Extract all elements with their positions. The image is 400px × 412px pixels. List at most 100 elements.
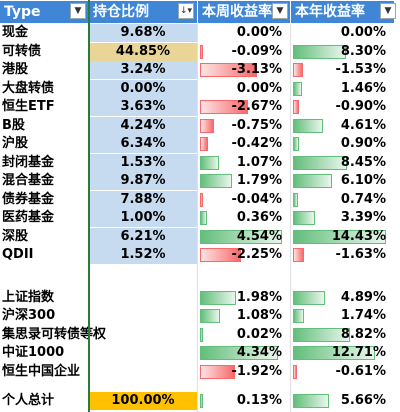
yearly-return-value: 5.66% bbox=[340, 393, 386, 408]
weekly-return-cell[interactable]: 1.98% bbox=[200, 289, 286, 307]
allocation-cell[interactable]: 100.00% bbox=[89, 392, 197, 410]
yearly-return-databar bbox=[293, 394, 330, 408]
weekly-return-cell[interactable]: 1.08% bbox=[200, 307, 286, 325]
weekly-return-cell[interactable]: 1.79% bbox=[200, 172, 286, 190]
table-row: 集思录可转债等权 0.02% 8.82% bbox=[0, 326, 400, 344]
table-row: 医药基金 1.00% 0.36% 3.39% bbox=[0, 209, 400, 227]
type-cell[interactable]: 沪股 bbox=[2, 136, 29, 151]
yearly-return-cell[interactable]: -0.90% bbox=[293, 98, 390, 116]
yearly-return-cell[interactable]: 8.82% bbox=[293, 326, 390, 344]
header-weekly-return[interactable]: 本周收益率 bbox=[198, 1, 290, 23]
weekly-return-cell[interactable]: 0.36% bbox=[200, 209, 286, 227]
type-cell[interactable]: 深股 bbox=[2, 228, 29, 244]
weekly-return-cell[interactable]: 1.07% bbox=[200, 154, 286, 172]
weekly-return-cell[interactable]: 4.34% bbox=[200, 344, 286, 362]
table-row: 上证指数 1.98% 4.89% bbox=[0, 289, 400, 307]
type-cell[interactable]: 集思录可转债等权 bbox=[2, 326, 107, 342]
header-allocation[interactable]: 持仓比例 bbox=[89, 1, 197, 23]
yearly-return-cell[interactable]: -1.63% bbox=[293, 246, 390, 264]
type-cell[interactable]: 现金 bbox=[2, 25, 29, 40]
type-cell[interactable]: 中证1000 bbox=[2, 345, 65, 360]
allocation-cell[interactable]: 44.85% bbox=[89, 42, 197, 61]
type-cell[interactable]: 大盘转债 bbox=[2, 80, 55, 96]
type-cell[interactable]: 医药基金 bbox=[2, 210, 55, 225]
allocation-cell[interactable]: 3.24% bbox=[89, 61, 197, 79]
weekly-return-cell[interactable]: -0.04% bbox=[200, 191, 286, 209]
weekly-return-cell[interactable]: -0.09% bbox=[200, 43, 286, 61]
yearly-return-cell[interactable]: 0.90% bbox=[293, 135, 390, 153]
yearly-return-cell[interactable]: -0.61% bbox=[293, 363, 390, 381]
weekly-return-cell[interactable]: 0.00% bbox=[200, 24, 286, 42]
allocation-cell[interactable]: 9.68% bbox=[89, 24, 197, 42]
yearly-return-databar bbox=[293, 44, 347, 59]
sort-desc-icon[interactable]: ↓▾ bbox=[178, 3, 194, 19]
yearly-return-value: 6.10% bbox=[340, 173, 386, 188]
type-cell[interactable]: 混合基金 bbox=[2, 173, 55, 188]
yearly-return-cell[interactable]: 4.61% bbox=[293, 117, 390, 135]
allocation-cell[interactable]: 6.21% bbox=[89, 227, 197, 246]
yearly-return-cell[interactable]: 6.10% bbox=[293, 172, 390, 190]
yearly-return-cell[interactable]: 0.00% bbox=[293, 24, 390, 42]
weekly-return-cell[interactable]: 0.13% bbox=[200, 392, 286, 410]
type-cell[interactable]: QDII bbox=[2, 247, 34, 262]
type-cell[interactable]: 个人总计 bbox=[2, 393, 55, 408]
type-cell[interactable]: 债券基金 bbox=[2, 191, 55, 207]
table-row: 恒生ETF 3.63% -2.67% -0.90% bbox=[0, 98, 400, 116]
filter-dropdown-icon[interactable]: ▼ bbox=[272, 3, 288, 19]
weekly-return-cell[interactable]: 0.00% bbox=[200, 80, 286, 98]
yearly-return-cell[interactable]: 1.74% bbox=[293, 307, 390, 325]
weekly-return-value: -2.67% bbox=[231, 99, 283, 114]
yearly-return-cell[interactable]: 8.45% bbox=[293, 154, 390, 172]
yearly-return-cell[interactable]: 5.66% bbox=[293, 392, 390, 410]
allocation-cell[interactable]: 1.52% bbox=[89, 246, 197, 264]
yearly-return-value: 8.30% bbox=[340, 43, 386, 59]
type-cell[interactable]: 可转债 bbox=[2, 43, 42, 59]
type-cell[interactable]: 沪深300 bbox=[2, 308, 56, 323]
type-cell[interactable]: 封闭基金 bbox=[2, 154, 55, 170]
weekly-return-cell[interactable]: -2.25% bbox=[200, 246, 286, 264]
weekly-return-value: 4.34% bbox=[236, 345, 282, 360]
allocation-cell[interactable]: 1.00% bbox=[89, 209, 197, 227]
table-row: 混合基金 9.87% 1.79% 6.10% bbox=[0, 172, 400, 190]
filter-dropdown-icon[interactable]: ▼ bbox=[380, 3, 396, 19]
weekly-return-cell[interactable]: 4.54% bbox=[200, 228, 286, 246]
header-type[interactable]: Type bbox=[0, 1, 88, 23]
table-row: 个人总计 100.00% 0.13% 5.66% bbox=[0, 392, 400, 410]
type-cell[interactable]: B股 bbox=[2, 117, 25, 133]
allocation-cell[interactable]: 6.34% bbox=[89, 135, 197, 153]
yearly-return-cell[interactable]: 12.71% bbox=[293, 344, 390, 362]
weekly-return-cell[interactable]: -0.42% bbox=[200, 135, 286, 153]
yearly-return-cell[interactable]: 8.30% bbox=[293, 43, 390, 61]
table-row: 沪深300 1.08% 1.74% bbox=[0, 307, 400, 325]
weekly-return-cell[interactable]: 0.02% bbox=[200, 326, 286, 344]
weekly-return-cell[interactable]: -1.92% bbox=[200, 363, 286, 381]
allocation-cell[interactable]: 9.87% bbox=[89, 172, 197, 190]
yearly-return-cell[interactable]: -1.53% bbox=[293, 61, 390, 79]
weekly-return-databar bbox=[200, 174, 233, 188]
yearly-return-value: 8.45% bbox=[340, 154, 386, 170]
type-cell[interactable]: 上证指数 bbox=[2, 289, 55, 305]
allocation-cell[interactable]: 7.88% bbox=[89, 190, 197, 209]
weekly-return-cell[interactable]: -2.67% bbox=[200, 98, 286, 116]
type-cell[interactable]: 恒生ETF bbox=[2, 99, 55, 114]
allocation-cell[interactable]: 1.53% bbox=[89, 153, 197, 172]
yearly-return-cell[interactable]: 0.74% bbox=[293, 191, 390, 209]
yearly-return-cell[interactable]: 1.46% bbox=[293, 80, 390, 98]
yearly-return-cell[interactable]: 3.39% bbox=[293, 209, 390, 227]
filter-dropdown-icon[interactable]: ▼ bbox=[70, 3, 86, 19]
weekly-return-cell[interactable]: -0.75% bbox=[200, 117, 286, 135]
header-yearly-return[interactable]: 本年收益率 bbox=[291, 1, 394, 23]
allocation-cell[interactable]: 3.63% bbox=[89, 98, 197, 116]
yearly-return-databar bbox=[293, 309, 305, 323]
allocation-cell[interactable]: 0.00% bbox=[89, 79, 197, 98]
weekly-return-cell[interactable]: -3.13% bbox=[200, 61, 286, 79]
type-cell[interactable]: 港股 bbox=[2, 62, 29, 77]
yearly-return-cell[interactable]: 14.43% bbox=[293, 228, 390, 246]
table-row: 港股 3.24% -3.13% -1.53% bbox=[0, 61, 400, 79]
type-cell[interactable]: 恒生中国企业 bbox=[2, 363, 81, 379]
table-row: 封闭基金 1.53% 1.07% 8.45% bbox=[0, 153, 400, 172]
allocation-cell[interactable]: 4.24% bbox=[89, 116, 197, 135]
yearly-return-databar bbox=[293, 248, 304, 262]
yearly-return-cell[interactable]: 4.89% bbox=[293, 289, 390, 307]
